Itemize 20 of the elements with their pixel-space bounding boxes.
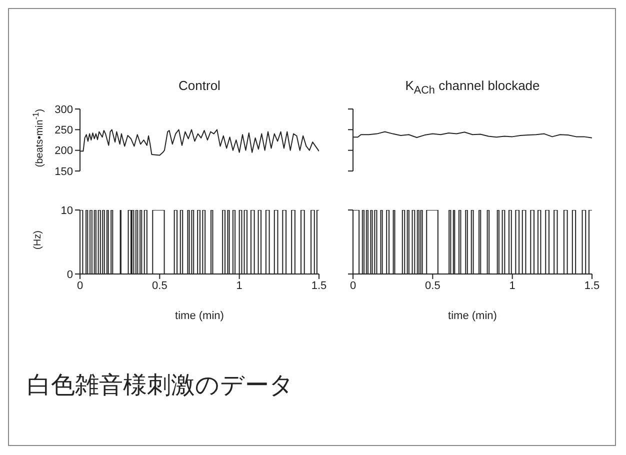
- x-tick-label: 0: [76, 280, 84, 292]
- x-tick-label: 1.5: [311, 280, 327, 292]
- x-tick-label: 0: [350, 280, 356, 292]
- x-tick-label: 0.5: [152, 280, 168, 292]
- y-tick-label: 10: [60, 204, 73, 217]
- y-tick-label: 150: [54, 166, 73, 178]
- y-tick-label: 0: [66, 268, 73, 281]
- x-axis-title: time (min): [174, 310, 225, 322]
- x-axis-title: time (min): [447, 310, 498, 322]
- y-tick-label: 300: [54, 104, 73, 116]
- x-tick-label: 0.5: [425, 280, 440, 292]
- x-tick-label: 1: [509, 280, 516, 292]
- y-tick-label: 200: [54, 145, 73, 158]
- chart-title: K$_{ACh}$ channel blockade: [404, 78, 541, 97]
- y-axis-title: (Hz): [32, 230, 44, 249]
- y-tick-label: 250: [54, 124, 73, 137]
- text: 白色雑音様刺激のデータ: [27, 370, 294, 401]
- chart-title: Control: [178, 78, 222, 93]
- x-tick-label: 1: [236, 280, 242, 292]
- x-tick-label: 1.5: [584, 280, 600, 292]
